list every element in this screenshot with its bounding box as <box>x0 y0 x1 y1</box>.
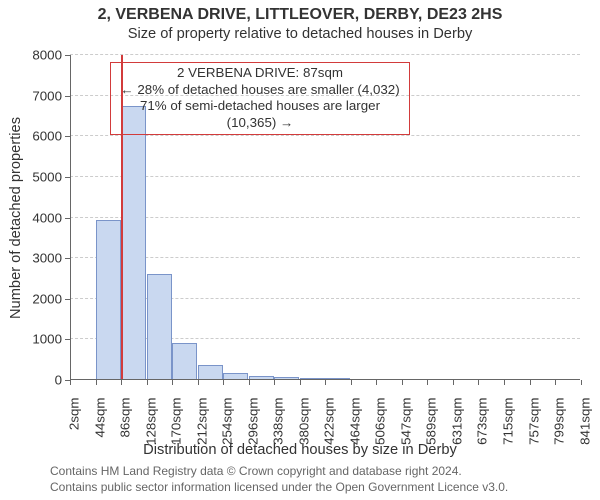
x-tick-label: 170sqm <box>169 398 184 445</box>
chart-title-line2: Size of property relative to detached ho… <box>0 26 600 42</box>
histogram-bar <box>147 274 172 380</box>
y-tick-label: 3000 <box>28 251 62 266</box>
x-tick-label: 547sqm <box>398 398 413 445</box>
x-tick-mark <box>121 380 122 385</box>
x-tick-label: 254sqm <box>220 398 235 445</box>
y-tick-label: 1000 <box>28 332 62 347</box>
caption-line-1: Contains HM Land Registry data © Crown c… <box>50 464 508 480</box>
annotation-line-3: 71% of semi-detached houses are larger (… <box>117 98 403 131</box>
x-tick-label: 44sqm <box>92 398 107 438</box>
x-tick-mark <box>376 380 377 385</box>
histogram-bar <box>96 220 121 380</box>
x-tick-mark <box>351 380 352 385</box>
caption-line-2: Contains public sector information licen… <box>50 480 508 496</box>
x-tick-label: 128sqm <box>143 398 158 445</box>
x-tick-mark <box>453 380 454 385</box>
x-tick-label: 506sqm <box>373 398 388 445</box>
histogram-bar <box>198 365 223 380</box>
histogram-bar <box>121 106 146 380</box>
annotation-box: 2 VERBENA DRIVE: 87sqm ← 28% of detached… <box>110 62 410 135</box>
gridline <box>70 257 580 258</box>
x-tick-label: 2sqm <box>67 398 82 431</box>
x-tick-mark <box>530 380 531 385</box>
x-tick-mark <box>249 380 250 385</box>
x-tick-label: 212sqm <box>194 398 209 445</box>
chart-title-line1: 2, VERBENA DRIVE, LITTLEOVER, DERBY, DE2… <box>0 6 600 24</box>
y-tick-mark <box>65 177 70 178</box>
y-axis-label: Number of detached properties <box>8 116 24 318</box>
y-tick-label: 2000 <box>28 291 62 306</box>
x-tick-mark <box>274 380 275 385</box>
x-tick-mark <box>427 380 428 385</box>
gridline <box>70 176 580 177</box>
y-tick-label: 0 <box>28 373 62 388</box>
x-tick-mark <box>198 380 199 385</box>
x-tick-mark <box>478 380 479 385</box>
y-tick-label: 8000 <box>28 48 62 63</box>
y-tick-label: 7000 <box>28 88 62 103</box>
x-tick-label: 673sqm <box>475 398 490 445</box>
x-tick-label: 841sqm <box>577 398 592 445</box>
x-tick-mark <box>147 380 148 385</box>
x-axis-label: Distribution of detached houses by size … <box>0 442 600 458</box>
x-tick-mark <box>555 380 556 385</box>
x-tick-label: 715sqm <box>501 398 516 445</box>
x-tick-mark <box>223 380 224 385</box>
y-tick-label: 4000 <box>28 210 62 225</box>
x-tick-label: 631sqm <box>449 398 464 445</box>
annotation-line-1: 2 VERBENA DRIVE: 87sqm <box>117 65 403 82</box>
x-tick-label: 296sqm <box>245 398 260 445</box>
y-tick-mark <box>65 339 70 340</box>
x-tick-label: 422sqm <box>322 398 337 445</box>
chart-container: 2, VERBENA DRIVE, LITTLEOVER, DERBY, DE2… <box>0 0 600 500</box>
x-tick-label: 799sqm <box>552 398 567 445</box>
x-tick-mark <box>504 380 505 385</box>
y-tick-mark <box>65 96 70 97</box>
caption-block: Contains HM Land Registry data © Crown c… <box>50 464 508 495</box>
y-tick-mark <box>65 218 70 219</box>
x-tick-mark <box>402 380 403 385</box>
x-tick-label: 338sqm <box>271 398 286 445</box>
histogram-bar <box>172 343 197 380</box>
y-tick-label: 6000 <box>28 129 62 144</box>
x-tick-label: 589sqm <box>424 398 439 445</box>
y-axis-line <box>70 55 71 380</box>
x-tick-mark <box>70 380 71 385</box>
x-tick-mark <box>325 380 326 385</box>
y-tick-mark <box>65 299 70 300</box>
x-tick-label: 464sqm <box>347 398 362 445</box>
x-tick-mark <box>581 380 582 385</box>
x-tick-label: 86sqm <box>118 398 133 438</box>
x-tick-label: 380sqm <box>296 398 311 445</box>
y-tick-mark <box>65 136 70 137</box>
y-tick-mark <box>65 258 70 259</box>
gridline <box>70 135 580 136</box>
x-tick-mark <box>300 380 301 385</box>
x-tick-mark <box>172 380 173 385</box>
annotation-line-2: ← 28% of detached houses are smaller (4,… <box>117 82 403 99</box>
gridline <box>70 54 580 55</box>
gridline <box>70 217 580 218</box>
y-tick-mark <box>65 55 70 56</box>
x-tick-mark <box>96 380 97 385</box>
x-tick-label: 757sqm <box>526 398 541 445</box>
y-tick-label: 5000 <box>28 169 62 184</box>
